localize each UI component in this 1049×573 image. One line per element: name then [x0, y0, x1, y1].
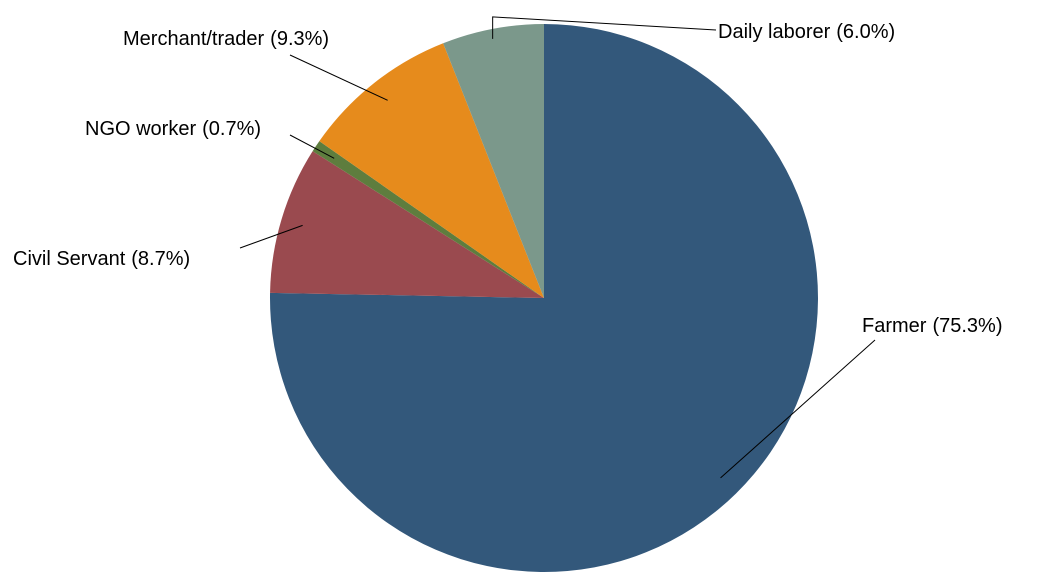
value-label: (9.3%)	[270, 28, 329, 50]
pie-slice	[319, 43, 544, 298]
data-label: Farmer (75.3%)	[862, 315, 1002, 337]
data-label: Civil Servant (8.7%)	[13, 248, 190, 270]
leader-line	[239, 224, 303, 249]
leader-line	[289, 54, 388, 101]
pie-slice	[443, 24, 544, 298]
data-label: NGO worker (0.7%)	[85, 118, 261, 140]
category-name: Civil Servant	[13, 248, 126, 270]
value-label: (8.7%)	[131, 248, 190, 270]
category-name: Farmer	[862, 315, 927, 337]
leader-line	[289, 134, 335, 159]
leader-line	[720, 339, 876, 479]
category-name: Merchant/trader	[123, 28, 265, 50]
value-label: (6.0%)	[836, 21, 895, 43]
leader-line	[492, 16, 717, 39]
category-name: NGO worker	[85, 118, 196, 140]
category-name: Daily laborer	[718, 21, 831, 43]
pie-slice	[270, 151, 544, 298]
value-label: (0.7%)	[202, 118, 261, 140]
value-label: (75.3%)	[932, 315, 1002, 337]
data-label: Daily laborer (6.0%)	[718, 21, 895, 43]
data-label: Merchant/trader (9.3%)	[123, 28, 329, 50]
pie-slice	[312, 141, 544, 298]
